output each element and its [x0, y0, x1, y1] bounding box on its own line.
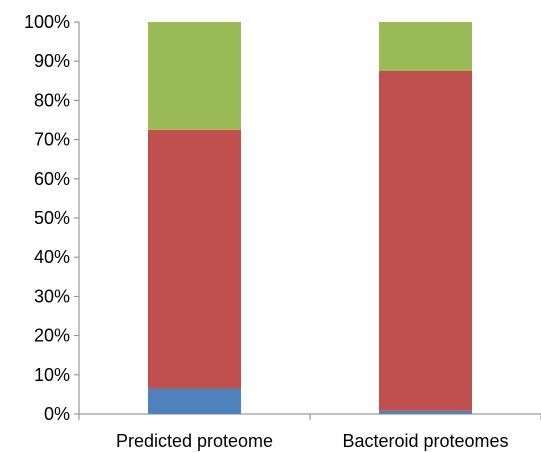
y-tick-label: 90%	[34, 51, 70, 71]
x-axis-labels: Predicted proteome Bacteroid proteomes	[116, 431, 509, 451]
x-axis	[78, 413, 541, 420]
bar-segment-2-3	[379, 22, 472, 71]
y-tick-label: 10%	[34, 365, 70, 385]
x-category-label: Predicted proteome	[116, 431, 273, 451]
y-tick-label: 80%	[34, 90, 70, 110]
y-axis: 0% 10% 20% 30% 40% 50% 60% 70% 80% 90% 100%	[24, 12, 80, 424]
bar-segment-1-1	[148, 388, 241, 414]
bar-segment-1-3	[148, 22, 241, 130]
bar-segment-2-1	[379, 410, 472, 414]
y-tick-label: 30%	[34, 286, 70, 306]
y-tick-label: 60%	[34, 169, 70, 189]
y-tick-label: 0%	[44, 404, 70, 424]
bars	[148, 22, 472, 414]
y-tick-label: 100%	[24, 12, 70, 32]
x-category-label: Bacteroid proteomes	[342, 431, 508, 451]
y-tick-label: 70%	[34, 130, 70, 150]
y-tick-label: 20%	[34, 326, 70, 346]
y-tick-label: 40%	[34, 247, 70, 267]
bar-segment-2-2	[379, 71, 472, 411]
bar-segment-1-2	[148, 129, 241, 389]
y-tick-label: 50%	[34, 208, 70, 228]
